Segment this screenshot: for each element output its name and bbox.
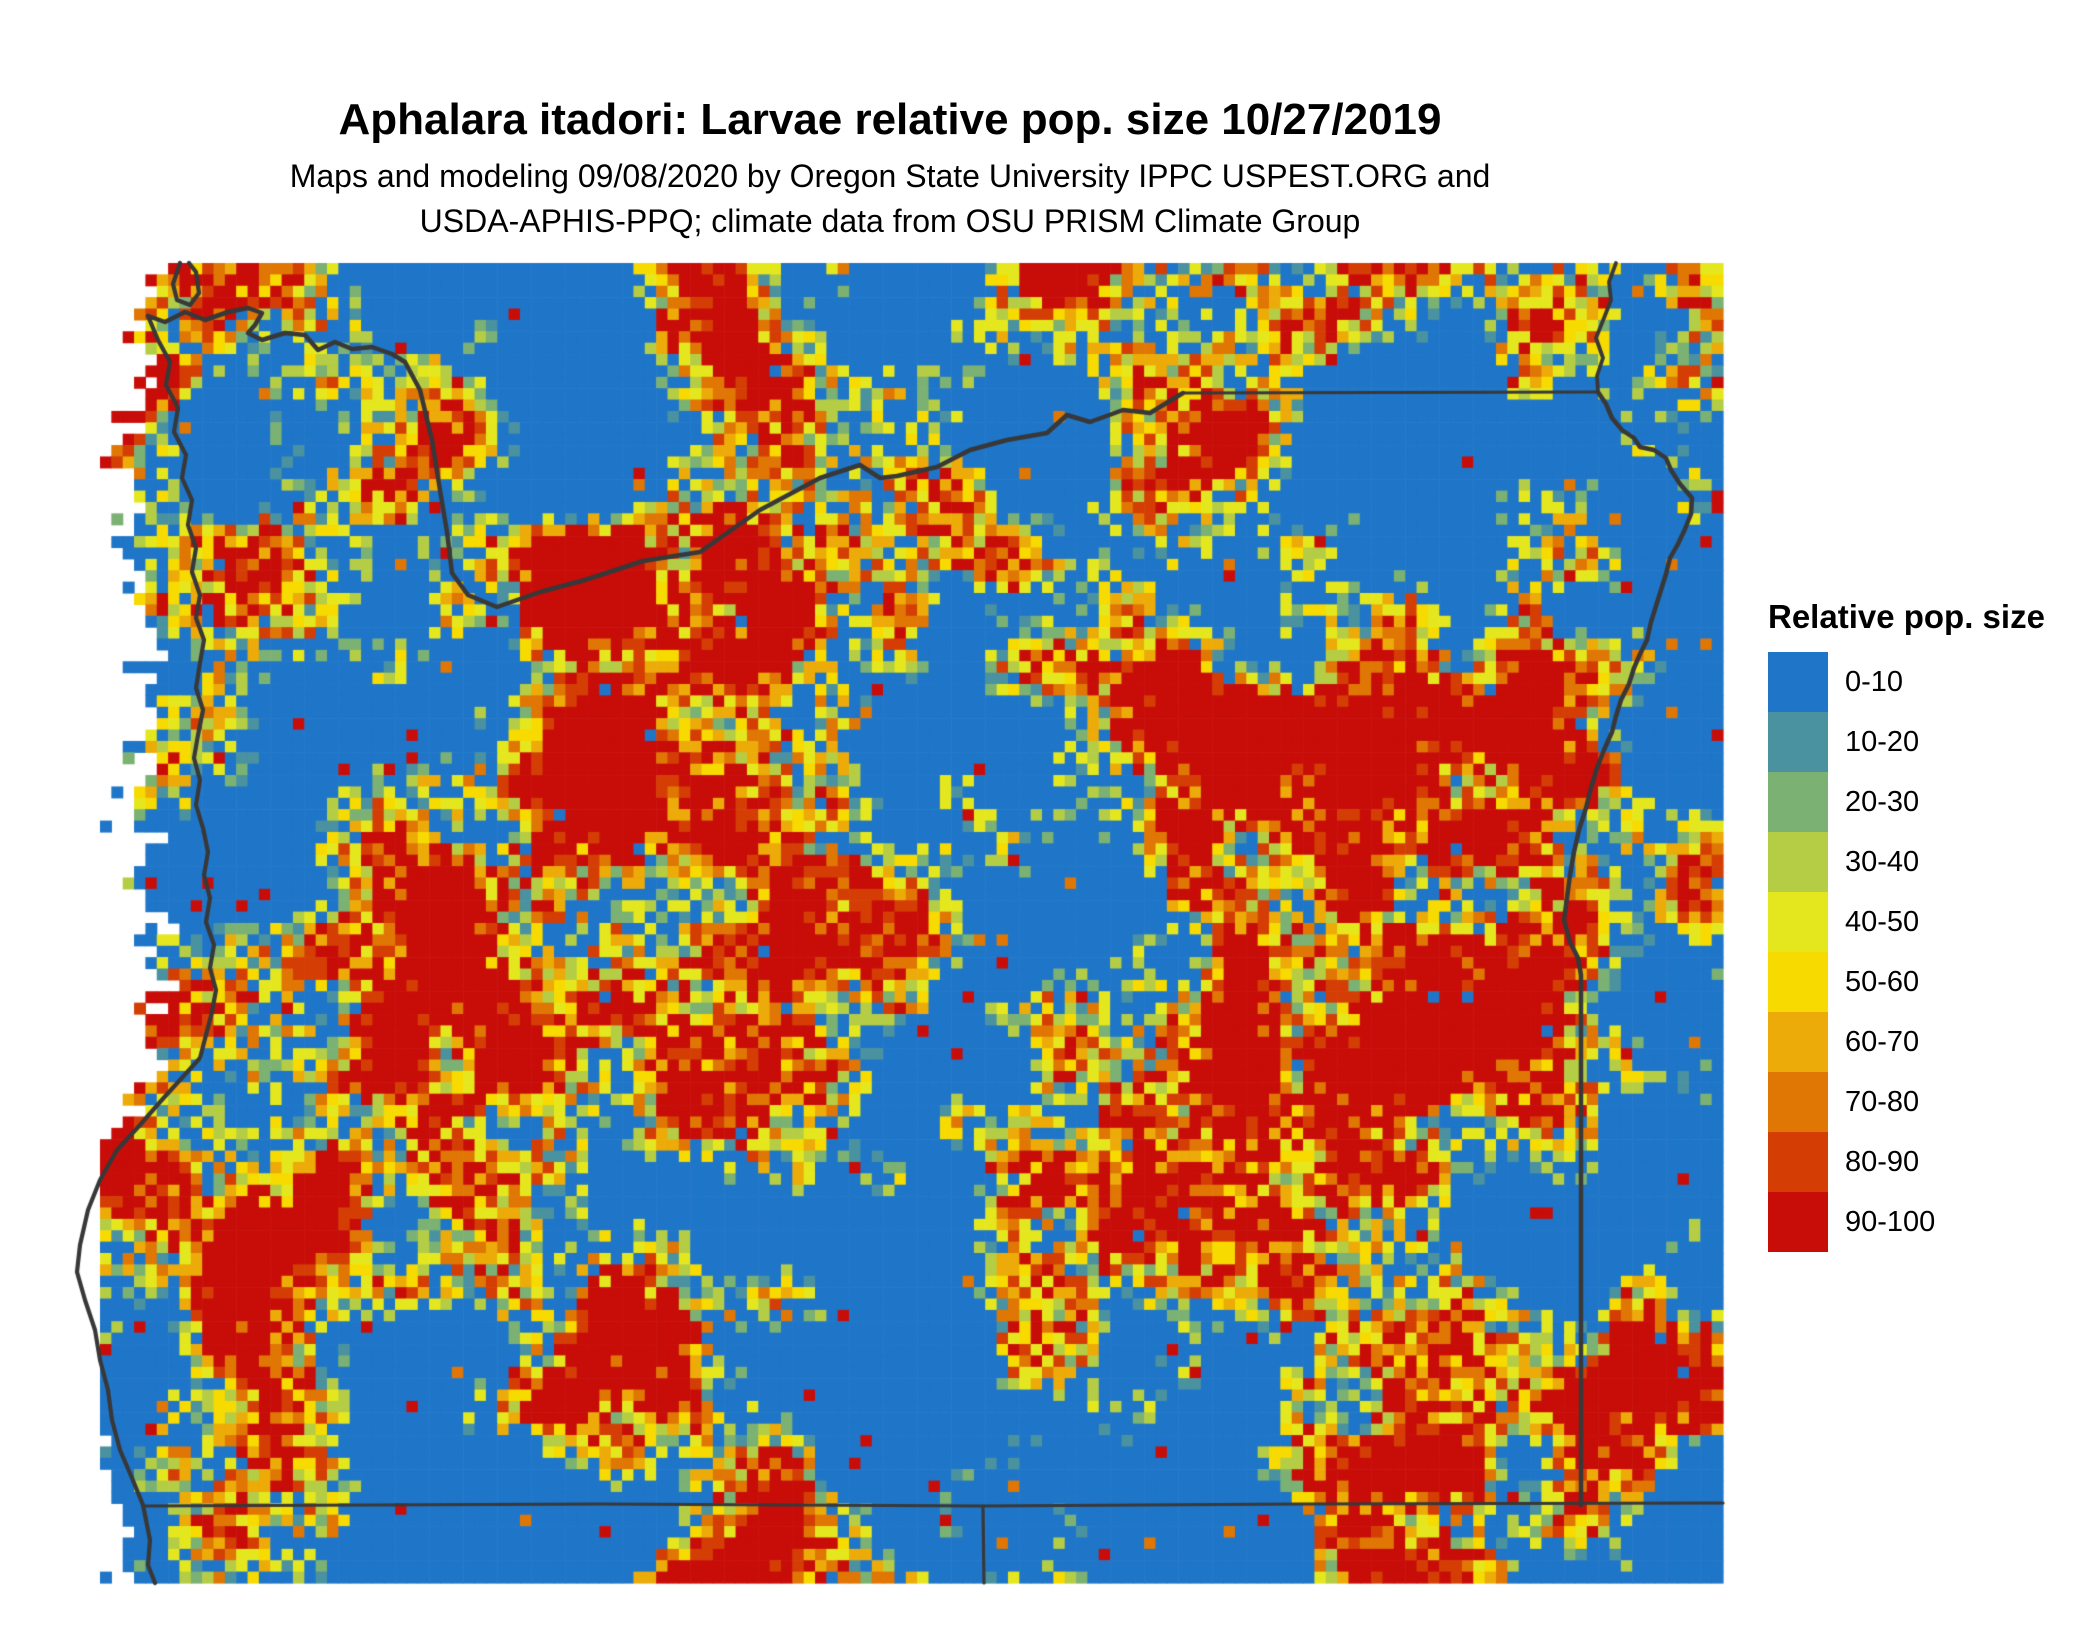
legend-row: 60-70 xyxy=(1768,1012,2098,1072)
legend-title: Relative pop. size xyxy=(1768,598,2045,635)
legend-label: 80-90 xyxy=(1845,1145,1920,1178)
legend-swatch xyxy=(1768,772,1828,832)
legend-row: 40-50 xyxy=(1768,892,2098,952)
subtitle-line-1: Maps and modeling 09/08/2020 by Oregon S… xyxy=(289,158,1491,194)
legend-swatch xyxy=(1768,832,1828,892)
legend-label: 30-40 xyxy=(1845,845,1920,878)
legend-label: 50-60 xyxy=(1845,965,1920,998)
legend-row: 80-90 xyxy=(1768,1132,2098,1192)
legend-swatch xyxy=(1768,1072,1828,1132)
legend-rows: 0-10 10-20 20-30 30-40 40-50 50-60 60-70 xyxy=(1768,652,2098,1252)
legend-row: 50-60 xyxy=(1768,952,2098,1012)
legend-label: 70-80 xyxy=(1845,1085,1920,1118)
page-title: Aphalara itadori: Larvae relative pop. s… xyxy=(338,95,1442,144)
legend-row: 30-40 xyxy=(1768,832,2098,892)
legend-swatch xyxy=(1768,1192,1828,1252)
legend-swatch xyxy=(1768,952,1828,1012)
subtitle-line-2: USDA-APHIS-PPQ; climate data from OSU PR… xyxy=(419,203,1361,239)
legend: Relative pop. size 0-10 10-20 20-30 30-4… xyxy=(1768,600,2098,1252)
page-subtitle: Maps and modeling 09/08/2020 by Oregon S… xyxy=(0,154,1780,244)
legend-row: 0-10 xyxy=(1768,652,2098,712)
legend-label: 40-50 xyxy=(1845,905,1920,938)
legend-swatch xyxy=(1768,712,1828,772)
legend-row: 20-30 xyxy=(1768,772,2098,832)
legend-row: 10-20 xyxy=(1768,712,2098,772)
legend-row: 70-80 xyxy=(1768,1072,2098,1132)
legend-label: 20-30 xyxy=(1845,785,1920,818)
legend-label: 10-20 xyxy=(1845,725,1920,758)
legend-label: 90-100 xyxy=(1845,1205,1936,1238)
legend-swatch xyxy=(1768,1012,1828,1072)
legend-swatch xyxy=(1768,652,1828,712)
legend-row: 90-100 xyxy=(1768,1192,2098,1252)
legend-swatch xyxy=(1768,1132,1828,1192)
legend-label: 0-10 xyxy=(1845,665,1904,698)
legend-label: 60-70 xyxy=(1845,1025,1920,1058)
legend-swatch xyxy=(1768,892,1828,952)
